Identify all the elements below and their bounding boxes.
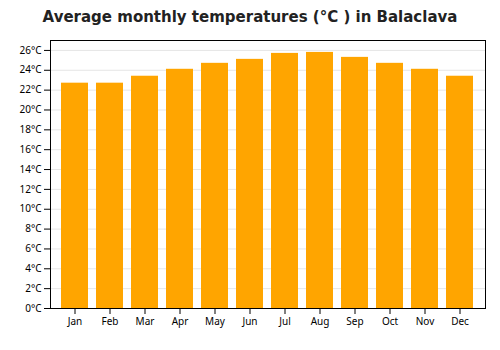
svg-text:Jul: Jul — [278, 314, 291, 328]
svg-text:24°C: 24°C — [19, 62, 42, 76]
svg-text:0°C: 0°C — [25, 301, 42, 315]
svg-text:12°C: 12°C — [19, 182, 42, 196]
svg-text:Feb: Feb — [102, 314, 119, 328]
svg-text:Dec: Dec — [451, 314, 469, 328]
svg-text:Jan: Jan — [67, 314, 83, 328]
svg-text:14°C: 14°C — [19, 162, 42, 176]
svg-text:8°C: 8°C — [25, 221, 42, 235]
svg-text:Nov: Nov — [416, 314, 435, 328]
svg-text:Apr: Apr — [172, 314, 189, 328]
svg-text:10°C: 10°C — [19, 201, 42, 215]
svg-text:Aug: Aug — [311, 314, 330, 328]
svg-text:Jun: Jun — [241, 314, 257, 328]
svg-text:20°C: 20°C — [19, 102, 42, 116]
svg-text:2°C: 2°C — [25, 281, 42, 295]
html-text:Average monthly temperatures (: Average monthly temperatures (°C ) in Ba… — [42, 8, 458, 26]
svg-text:Mar: Mar — [136, 314, 155, 328]
svg-text:4°C: 4°C — [25, 261, 42, 275]
svg-text:Sep: Sep — [346, 314, 363, 328]
svg-text:22°C: 22°C — [19, 82, 42, 96]
svg-text:16°C: 16°C — [19, 142, 42, 156]
svg-text:Oct: Oct — [382, 314, 399, 328]
svg-text:18°C: 18°C — [19, 122, 42, 136]
svg-text:6°C: 6°C — [25, 241, 42, 255]
svg-text:26°C: 26°C — [19, 43, 42, 57]
svg-text:May: May — [205, 314, 226, 328]
